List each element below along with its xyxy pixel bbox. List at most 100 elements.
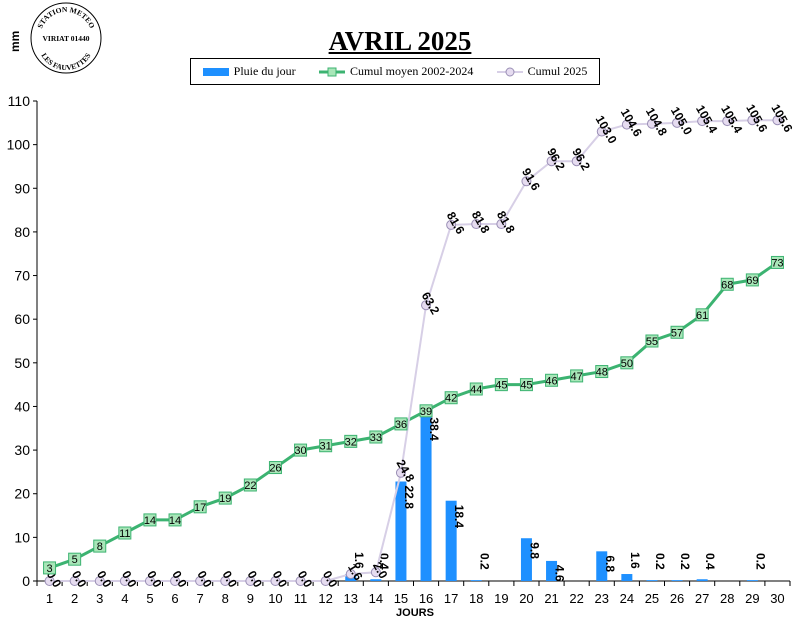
- cumul-2025-label: 0.0: [245, 568, 266, 590]
- cumul-moyen-label: 39: [420, 406, 432, 418]
- x-tick-label: 16: [419, 591, 433, 606]
- rain-bar-label: 0.4: [703, 553, 717, 570]
- x-tick-label: 13: [344, 591, 358, 606]
- cumul-moyen-label: 22: [244, 480, 256, 492]
- cumul-2025-point: [747, 115, 758, 126]
- cumul-2025-point: [295, 576, 306, 586]
- cumul-moyen-point: [243, 478, 257, 492]
- stamp-middle-text: VIRIAT 01440: [42, 34, 89, 43]
- cumul-2025-point: [596, 126, 607, 137]
- cumul-2025-point: [646, 118, 657, 129]
- cumul-2025-label: 0.0: [194, 568, 215, 590]
- cumul-2025-point: [421, 300, 432, 311]
- y-tick-label: 10: [14, 529, 30, 545]
- cumul-2025-label: 0.0: [320, 568, 341, 590]
- x-tick-label: 29: [745, 591, 759, 606]
- x-tick-label: 8: [222, 591, 229, 606]
- cumul-2025-point: [320, 576, 331, 586]
- x-tick-label: 11: [294, 591, 308, 606]
- cumul-2025-point: [220, 576, 231, 586]
- cumul-moyen-point: [770, 255, 784, 269]
- cumul-2025-point: [345, 569, 356, 580]
- cumul-moyen-label: 36: [395, 419, 407, 431]
- cumul-moyen-point: [570, 369, 584, 383]
- cumul-2025-label: 0.0: [270, 568, 291, 590]
- rain-bar-label: 1.6: [352, 552, 366, 569]
- rain-bar: [696, 579, 708, 581]
- cumul-2025-point: [370, 567, 381, 578]
- cumul-2025-label: 0.0: [295, 568, 316, 590]
- cumul-moyen-point: [218, 491, 232, 505]
- x-tick-label: 5: [146, 591, 153, 606]
- cumul-moyen-point: [444, 391, 458, 405]
- cumul-moyen-point: [93, 539, 107, 553]
- y-tick-label: 20: [14, 486, 30, 502]
- cumul-moyen-point: [118, 526, 132, 540]
- cumul-2025-label: 105.4: [693, 103, 720, 136]
- cumul-moyen-point: [695, 308, 709, 322]
- cumul-moyen-point: [168, 513, 182, 527]
- x-tick-label: 26: [670, 591, 684, 606]
- cumul-moyen-point: [494, 378, 508, 392]
- cumul-moyen-point: [193, 500, 207, 514]
- cumul-2025-point: [521, 176, 532, 187]
- y-tick-label: 70: [14, 268, 30, 284]
- cumul-moyen-point: [268, 461, 282, 475]
- cumul-moyen-label: 30: [294, 445, 306, 457]
- x-tick-label: 9: [247, 591, 254, 606]
- rain-bar-label: 22.8: [402, 486, 416, 510]
- cumul-moyen-label: 73: [771, 257, 783, 269]
- cumul-moyen-label: 61: [696, 310, 708, 322]
- y-tick-label: 50: [14, 355, 30, 371]
- cumul-moyen-point: [519, 378, 533, 392]
- cumul-moyen-point: [344, 434, 358, 448]
- x-tick-label: 28: [720, 591, 734, 606]
- rain-bar: [671, 580, 683, 581]
- legend-swatch-cumul-2025: [496, 67, 523, 76]
- y-tick-label: 90: [14, 180, 30, 196]
- rain-bar: [370, 579, 382, 581]
- cumul-moyen-point: [670, 325, 684, 339]
- legend: Pluie du jour Cumul moyen 2002-2024 Cumu…: [190, 58, 600, 85]
- legend-swatch-rain: [202, 67, 229, 76]
- cumul-moyen-label: 44: [470, 384, 482, 396]
- cumul-moyen-point: [745, 273, 759, 287]
- cumul-moyen-label: 33: [370, 432, 382, 444]
- cumul-moyen-point: [369, 430, 383, 444]
- cumul-moyen-label: 5: [72, 554, 78, 566]
- y-tick-label: 40: [14, 398, 30, 414]
- cumul-moyen-label: 11: [119, 528, 130, 540]
- cumul-moyen-label: 45: [520, 380, 532, 392]
- rain-bar-label: 6.8: [603, 555, 617, 572]
- rain-bar: [596, 551, 608, 581]
- legend-label-cumul-moyen: Cumul moyen 2002-2024: [349, 64, 474, 78]
- cumul-moyen-label: 50: [621, 358, 633, 370]
- cumul-2025-point: [395, 467, 406, 478]
- x-tick-label: 19: [494, 591, 508, 606]
- cumul-2025-point: [571, 156, 582, 167]
- x-tick-label: 17: [444, 591, 458, 606]
- x-tick-label: 1: [46, 591, 53, 606]
- cumul-moyen-point: [68, 552, 82, 566]
- cumul-2025-label: 0.0: [94, 568, 115, 590]
- cumul-moyen-point: [143, 513, 157, 527]
- cumul-2025-label: 104.6: [618, 106, 645, 139]
- cumul-2025-point: [621, 119, 632, 130]
- cumul-moyen-label: 45: [495, 380, 507, 392]
- cumul-moyen-label: 32: [345, 436, 357, 448]
- cumul-2025-point: [119, 576, 130, 586]
- x-tick-label: 22: [569, 591, 583, 606]
- cumul-moyen-point: [620, 356, 634, 370]
- rain-bar-label: 0.2: [653, 553, 667, 570]
- rain-bar: [470, 580, 482, 581]
- cumul-moyen-label: 17: [194, 502, 206, 514]
- x-tick-label: 27: [695, 591, 709, 606]
- x-tick-label: 6: [171, 591, 178, 606]
- cumul-2025-point: [672, 117, 683, 128]
- x-axis-title: JOURS: [396, 607, 434, 619]
- cumul-moyen-label: 46: [545, 375, 557, 387]
- cumul-moyen-point: [419, 404, 433, 418]
- x-tick-label: 30: [770, 591, 784, 606]
- cumul-2025-label: 103.0: [593, 113, 620, 146]
